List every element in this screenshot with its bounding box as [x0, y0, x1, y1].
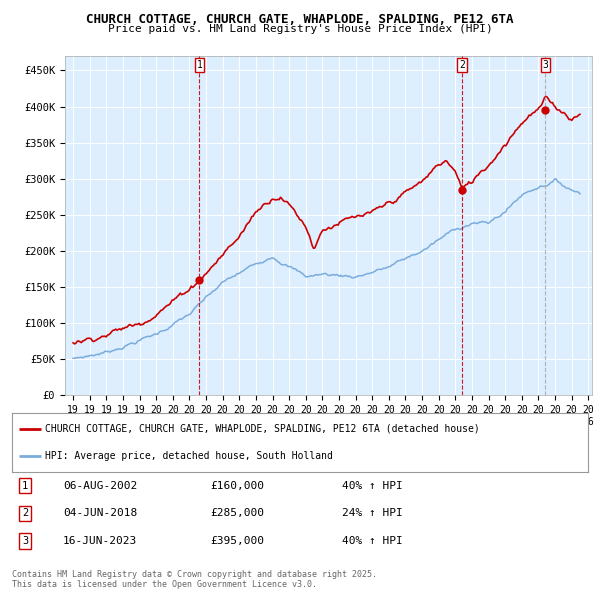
Text: £395,000: £395,000: [210, 536, 264, 546]
Text: 40% ↑ HPI: 40% ↑ HPI: [342, 481, 403, 490]
Text: 3: 3: [22, 536, 28, 546]
Text: 40% ↑ HPI: 40% ↑ HPI: [342, 536, 403, 546]
Text: 16-JUN-2023: 16-JUN-2023: [63, 536, 137, 546]
Text: 3: 3: [542, 60, 548, 70]
Text: 2: 2: [22, 509, 28, 518]
Text: 06-AUG-2002: 06-AUG-2002: [63, 481, 137, 490]
Text: £285,000: £285,000: [210, 509, 264, 518]
Text: HPI: Average price, detached house, South Holland: HPI: Average price, detached house, Sout…: [46, 451, 333, 461]
Text: Contains HM Land Registry data © Crown copyright and database right 2025.
This d: Contains HM Land Registry data © Crown c…: [12, 570, 377, 589]
Text: 1: 1: [196, 60, 202, 70]
Text: CHURCH COTTAGE, CHURCH GATE, WHAPLODE, SPALDING, PE12 6TA (detached house): CHURCH COTTAGE, CHURCH GATE, WHAPLODE, S…: [46, 424, 480, 434]
Text: 04-JUN-2018: 04-JUN-2018: [63, 509, 137, 518]
Text: 2: 2: [460, 60, 465, 70]
Text: 1: 1: [22, 481, 28, 490]
Text: CHURCH COTTAGE, CHURCH GATE, WHAPLODE, SPALDING, PE12 6TA: CHURCH COTTAGE, CHURCH GATE, WHAPLODE, S…: [86, 13, 514, 26]
Text: Price paid vs. HM Land Registry's House Price Index (HPI): Price paid vs. HM Land Registry's House …: [107, 24, 493, 34]
Text: £160,000: £160,000: [210, 481, 264, 490]
Text: 24% ↑ HPI: 24% ↑ HPI: [342, 509, 403, 518]
